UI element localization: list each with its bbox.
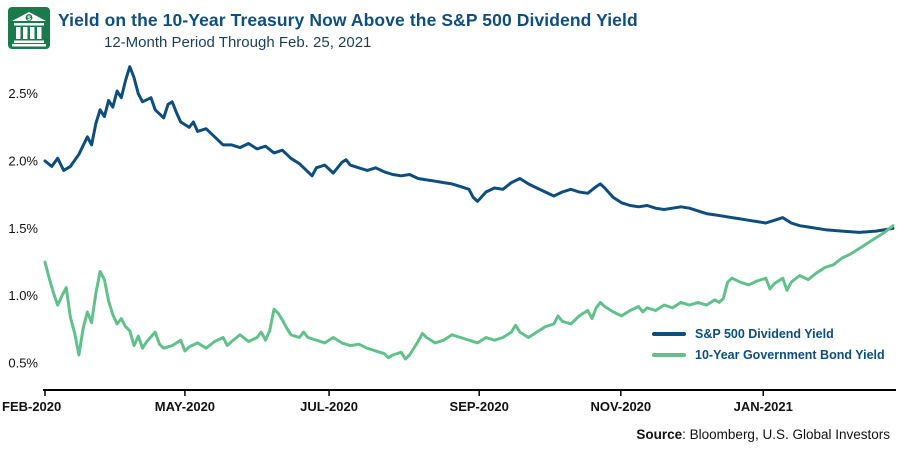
legend-item-sp500: S&P 500 Dividend Yield: [652, 326, 885, 341]
source-attribution: Source: Bloomberg, U.S. Global Investors: [636, 427, 890, 442]
chart-legend: S&P 500 Dividend Yield 10-Year Governmen…: [652, 326, 885, 362]
bond-line-swatch: [652, 352, 686, 357]
y-axis-tick: 2.5%: [8, 86, 38, 101]
chart-header: $ Yield on the 10-Year Treasury Now Abov…: [0, 0, 900, 56]
y-axis-labels: 0.5% 1.0% 1.5% 2.0% 2.5%: [8, 86, 38, 370]
y-axis-tick: 1.0%: [8, 288, 38, 303]
plot-area: [43, 65, 895, 361]
legend-item-bond: 10-Year Government Bond Yield: [652, 347, 885, 362]
svg-text:$: $: [27, 15, 31, 22]
sp500-line-swatch: [652, 331, 686, 336]
page-subtitle: 12-Month Period Through Feb. 25, 2021: [104, 34, 372, 51]
y-axis-tick: 2.0%: [8, 154, 38, 169]
y-axis-tick: 1.5%: [8, 221, 38, 236]
legend-label-sp500: S&P 500 Dividend Yield: [695, 326, 834, 341]
series-line-sp500-dividend-yield: [43, 65, 895, 234]
source-label: Source: [636, 427, 683, 442]
page-title: Yield on the 10-Year Treasury Now Above …: [58, 10, 638, 30]
x-axis-tick: JAN-2021: [734, 399, 793, 412]
x-axis-tick: JUL-2020: [300, 399, 358, 412]
x-axis-tick: SEP-2020: [450, 399, 509, 412]
bank-icon: $: [8, 7, 50, 49]
x-axis-tick: MAY-2020: [155, 399, 215, 412]
line-chart: 0.5% 1.0% 1.5% 2.0% 2.5% FEB-2020 MAY-2020 JUL…: [2, 65, 896, 412]
x-axis-tick: NOV-2020: [590, 399, 651, 412]
y-axis-tick: 0.5%: [8, 356, 38, 371]
x-axis-tick: FEB-2020: [2, 399, 61, 412]
series-line-10yr-bond-yield: [43, 224, 895, 361]
x-axis: FEB-2020 MAY-2020 JUL-2020 SEP-2020 NOV-2020…: [2, 389, 896, 412]
source-text: : Bloomberg, U.S. Global Investors: [682, 427, 890, 442]
legend-label-bond: 10-Year Government Bond Yield: [695, 347, 885, 362]
